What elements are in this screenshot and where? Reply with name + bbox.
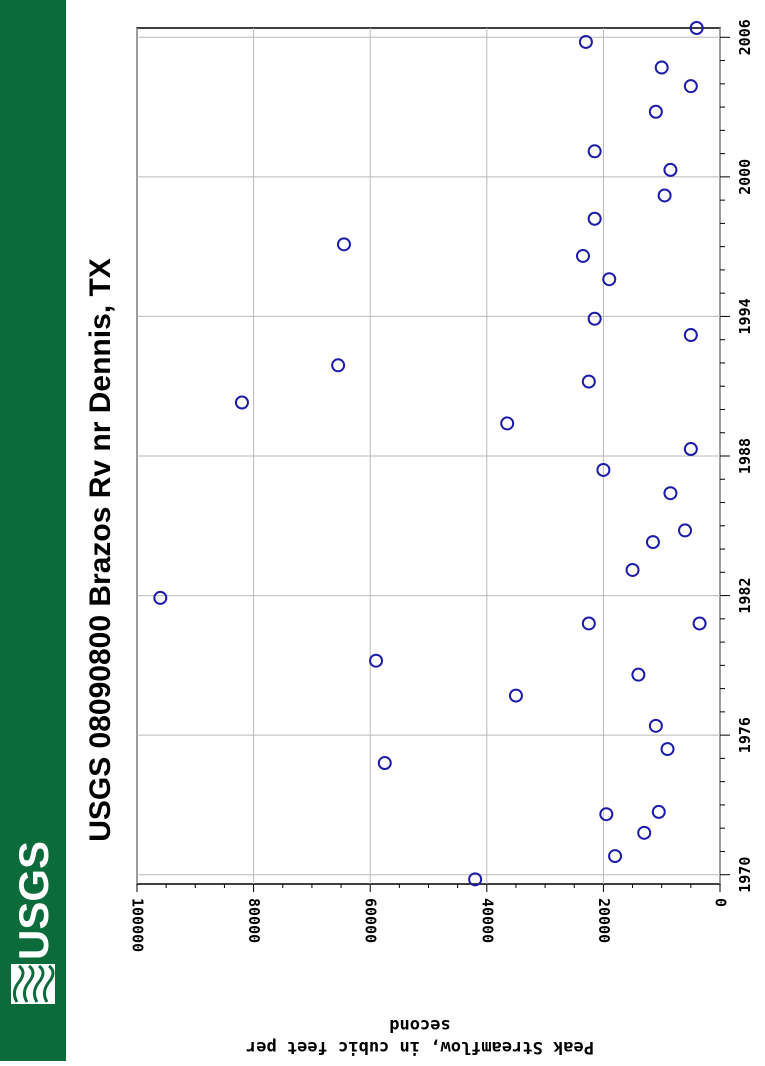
data-point: [608, 849, 623, 864]
data-point: [625, 562, 640, 577]
data-point: [663, 486, 678, 501]
data-point: [663, 162, 678, 177]
usgs-logo-text: USGS: [10, 841, 57, 960]
data-point: [575, 248, 590, 263]
data-point: [654, 60, 669, 75]
data-point: [689, 21, 704, 35]
data-point: [660, 742, 675, 757]
data-point: [581, 616, 596, 631]
y-tick-label: 20000: [595, 898, 613, 943]
data-point: [336, 237, 351, 252]
y-tick-label: 80000: [245, 898, 263, 943]
y-tick-label: 0: [712, 898, 730, 907]
x-tick-label: 1994: [736, 298, 754, 334]
data-point: [631, 667, 646, 682]
usgs-wave-icon: [11, 964, 55, 1004]
y-axis-label-line1: Peak Streamflow, in cubic feet per: [246, 1037, 594, 1057]
data-point: [578, 34, 593, 49]
x-tick-label: 2006: [736, 19, 754, 55]
y-tick-label: 40000: [478, 898, 496, 943]
data-point: [587, 144, 602, 159]
gridlines: [136, 28, 721, 884]
data-point: [468, 872, 483, 887]
usgs-sidebar: USGS: [0, 0, 66, 1061]
data-point: [602, 272, 617, 287]
x-tick-label: 1982: [736, 578, 754, 614]
data-point: [508, 688, 523, 703]
chart-title: USGS 08090800 Brazos Rv nr Dennis, TX: [84, 258, 117, 842]
data-point: [369, 653, 384, 668]
x-tick-label: 1988: [736, 438, 754, 474]
data-point: [377, 756, 392, 771]
usgs-logo: USGS: [10, 841, 57, 1004]
x-tick-label: 1976: [736, 717, 754, 753]
data-point: [692, 616, 707, 631]
data-point: [500, 416, 515, 431]
data-point: [683, 328, 698, 343]
data-point: [587, 311, 602, 326]
data-point: [637, 825, 652, 840]
data-point: [648, 104, 663, 119]
data-point: [581, 374, 596, 389]
data-point: [648, 718, 663, 733]
data-point: [153, 590, 168, 605]
y-axis-label-line2: second: [389, 1015, 450, 1035]
y-axis-ticks: 0 20000 40000 60000 80000 100000: [129, 884, 730, 952]
y-tick-label: 60000: [362, 898, 380, 943]
data-point: [599, 807, 614, 822]
data-point: [587, 211, 602, 226]
data-point: [234, 395, 249, 410]
x-axis-ticks: 1970 1976 1982 1988 1994 2000 2006: [720, 19, 754, 893]
data-point: [645, 535, 660, 550]
data-point: [678, 523, 693, 538]
y-tick-label: 100000: [129, 898, 147, 952]
data-point: [683, 79, 698, 94]
data-point: [596, 462, 611, 477]
x-tick-label: 2000: [736, 159, 754, 195]
data-point: [657, 188, 672, 203]
data-point: [651, 804, 666, 819]
data-points: [153, 21, 707, 887]
data-point: [331, 358, 346, 373]
data-point: [683, 442, 698, 457]
x-tick-label: 1970: [736, 857, 754, 893]
